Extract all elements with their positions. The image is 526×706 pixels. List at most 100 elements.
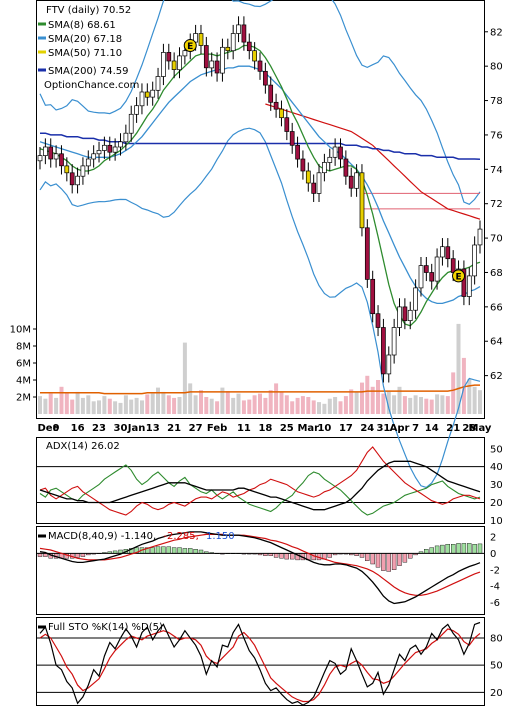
y-tick-label: 78	[490, 96, 503, 107]
main-legend: FTV (daily) 70.52 SMA(8) 68.61 SMA(20) 6…	[38, 5, 139, 91]
sto-k-line	[39, 621, 481, 706]
candle-body	[407, 309, 413, 321]
macd-histogram-bar	[187, 548, 193, 554]
y-tick-label: 70	[490, 234, 503, 245]
candle-body	[359, 172, 365, 229]
macd-histogram-bar	[434, 545, 440, 554]
sto-label: Full STO %K(14) %D(5)	[48, 622, 163, 633]
volume-bar	[360, 382, 364, 414]
sma200-line	[40, 132, 481, 160]
volume-bar	[215, 401, 220, 415]
volume-bar	[284, 395, 289, 414]
volume-bar	[419, 397, 423, 414]
x-axis-label: Jan	[127, 423, 146, 434]
macd-histogram-bar	[166, 546, 172, 554]
macd-lines: -6 -4 -2 0 2	[37, 531, 500, 609]
candle-body	[75, 175, 80, 186]
candle-body	[246, 41, 252, 52]
candle-body	[440, 246, 445, 258]
volume-bar	[54, 397, 59, 414]
macd-histogram-bar	[75, 553, 80, 558]
x-axis-label: 21	[167, 423, 181, 434]
adx-y-tick-label: 20	[490, 498, 503, 509]
legend-sma8: SMA(8) 68.61	[48, 20, 116, 31]
candle-body	[150, 89, 156, 98]
candle-body	[348, 175, 354, 189]
macd-histogram-bar	[467, 543, 472, 554]
volume-tick-label: 2M	[16, 393, 31, 404]
volume-bar	[150, 393, 155, 414]
sto-y-tick-label: 80	[490, 633, 503, 644]
volume-bar	[97, 400, 101, 414]
x-axis-label: 31	[376, 423, 390, 434]
adx-panel-frame	[36, 437, 485, 524]
candle-body	[43, 146, 48, 156]
candle-body	[397, 306, 402, 328]
candle-body	[332, 146, 338, 158]
volume-bar	[467, 379, 472, 414]
candle-body	[423, 265, 429, 273]
earnings-marker-circle	[183, 39, 197, 53]
candle-body	[391, 327, 397, 356]
candle-body	[203, 45, 209, 69]
legend-sma200: SMA(200) 74.59	[48, 66, 129, 77]
volume-bar	[451, 372, 456, 414]
candle-body	[316, 172, 322, 194]
volume-bar	[413, 395, 418, 414]
volume-tick-label: 6M	[16, 359, 31, 370]
volume-bar	[429, 399, 434, 414]
candle-body	[429, 272, 435, 282]
candle-body	[386, 354, 392, 375]
volume-bar	[140, 400, 144, 414]
candle-body	[466, 275, 472, 297]
candle-body	[413, 287, 418, 311]
volume-bar	[145, 394, 150, 414]
candle-body	[268, 84, 274, 103]
candle-body	[263, 70, 268, 86]
volume-bar	[343, 396, 348, 414]
macd-histogram-bar	[397, 553, 402, 566]
macd-histogram-bar	[161, 546, 166, 554]
macd-y-tick-label: 2	[490, 532, 496, 543]
volume-bar	[91, 401, 96, 415]
adx-y-tick-label: 30	[490, 480, 503, 491]
volume-average-line	[40, 384, 480, 395]
candle-body	[177, 55, 182, 71]
volume-bar	[231, 397, 236, 414]
earnings-marker-circle	[452, 269, 466, 283]
volume-bar	[311, 400, 316, 414]
candle-body	[118, 141, 123, 148]
macd-signal-value: -2.285,	[163, 531, 198, 542]
macd-histogram-bar	[198, 549, 204, 554]
y-tick-label: 68	[490, 268, 503, 279]
adx-line	[39, 460, 481, 511]
macd-histogram-bar	[182, 548, 188, 554]
candle-body	[434, 256, 440, 282]
macd-label: MACD(8,40,9) -1.140, -2.285, 1.150	[48, 531, 235, 542]
candle-body	[182, 50, 188, 57]
macd-panel-frame	[36, 526, 485, 615]
volume-bar	[268, 390, 273, 414]
volume-bar	[279, 391, 284, 414]
candle-body	[273, 101, 279, 110]
x-axis-label: 18	[258, 423, 272, 434]
volume-bar	[209, 398, 214, 414]
volume-bar	[80, 397, 85, 414]
volume-bar	[317, 402, 321, 414]
volume-bar	[445, 396, 450, 414]
volume-bar	[86, 395, 91, 414]
volume-bar	[274, 383, 279, 414]
y-tick-label: 82	[490, 27, 503, 38]
y-tick-label: 66	[490, 302, 503, 313]
volume-bar	[107, 398, 112, 414]
candle-body	[128, 113, 134, 134]
sto-y-tick-label: 50	[490, 661, 503, 672]
earnings-markers: EE	[183, 39, 466, 283]
volume-bar	[247, 399, 252, 414]
candle-body	[461, 268, 467, 297]
volume-bar	[199, 390, 203, 414]
volume-bar	[48, 393, 53, 414]
volume-bar	[370, 386, 375, 414]
x-axis-label: 11	[237, 423, 251, 434]
macd-y-tick-label: -6	[490, 598, 500, 609]
